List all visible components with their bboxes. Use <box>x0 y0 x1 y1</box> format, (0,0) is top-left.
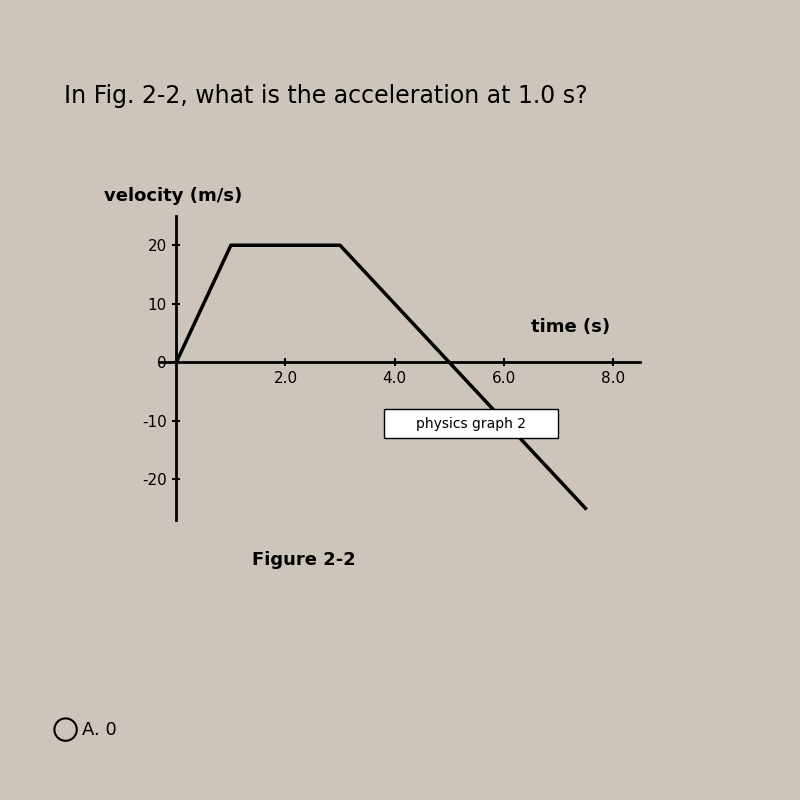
FancyBboxPatch shape <box>384 409 558 438</box>
Text: In Fig. 2-2, what is the acceleration at 1.0 s?: In Fig. 2-2, what is the acceleration at… <box>64 84 588 108</box>
Text: A. 0: A. 0 <box>82 721 116 738</box>
Text: physics graph 2: physics graph 2 <box>416 417 526 430</box>
Text: time (s): time (s) <box>531 318 610 336</box>
Text: velocity (m/s): velocity (m/s) <box>104 187 242 205</box>
Text: Figure 2-2: Figure 2-2 <box>252 551 356 569</box>
